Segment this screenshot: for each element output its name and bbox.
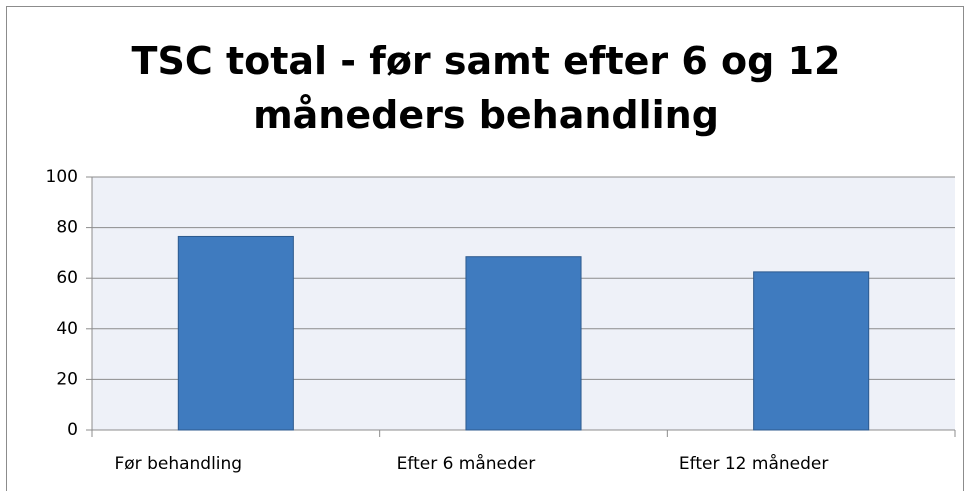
chart-frame [6,6,964,491]
y-tick-label: 80 [56,218,78,238]
bar [465,256,582,431]
x-tick-label: Før behandling [115,454,243,474]
y-tick-label: 100 [46,167,78,187]
x-tick-label: Efter 6 måneder [397,453,536,474]
x-tick-label: Efter 12 måneder [679,453,828,474]
y-tick-label: 60 [56,268,78,288]
y-tick-label: 40 [56,319,78,339]
y-tick-label: 0 [67,420,78,440]
bar [753,271,870,431]
bar [177,235,294,431]
y-tick-label: 20 [56,369,78,389]
chart-title: TSC total - før samt efter 6 og 12 måned… [131,39,841,137]
